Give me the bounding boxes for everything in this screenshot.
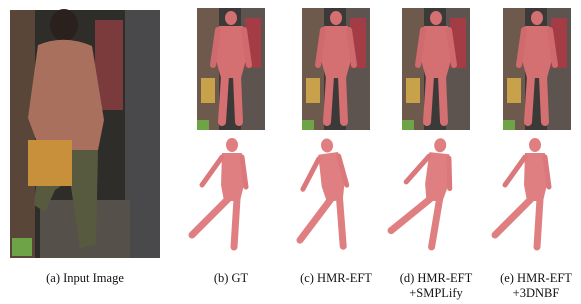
caption: (c) HMR-EFT xyxy=(281,271,391,286)
figure-images xyxy=(0,0,581,304)
hmr-eft-overlay xyxy=(302,8,370,130)
caption-line: (a) Input Image xyxy=(30,271,140,286)
smplify-mesh xyxy=(390,134,455,248)
caption-line: +SMPLify xyxy=(381,286,491,301)
caption-line: (e) HMR-EFT xyxy=(481,271,581,286)
caption-line: (d) HMR-EFT xyxy=(381,271,491,286)
figure: (a) Input Image (b) GT (c) HMR-EFT (d) H… xyxy=(0,0,581,304)
input-image xyxy=(10,9,160,258)
caption: (b) GT xyxy=(176,271,286,286)
gt-overlay xyxy=(197,8,265,130)
caption: (d) HMR-EFT+SMPLify xyxy=(381,271,491,301)
caption-line: (b) GT xyxy=(176,271,286,286)
hmr-eft-mesh xyxy=(286,137,355,252)
3dnbf-overlay xyxy=(503,8,571,130)
caption: (a) Input Image xyxy=(30,271,140,286)
caption-line: (c) HMR-EFT xyxy=(281,271,391,286)
gt-mesh xyxy=(192,138,246,247)
smplify-overlay xyxy=(402,8,470,130)
3dnbf-mesh xyxy=(495,138,549,247)
caption: (e) HMR-EFT+3DNBF xyxy=(481,271,581,301)
caption-line: +3DNBF xyxy=(481,286,581,301)
